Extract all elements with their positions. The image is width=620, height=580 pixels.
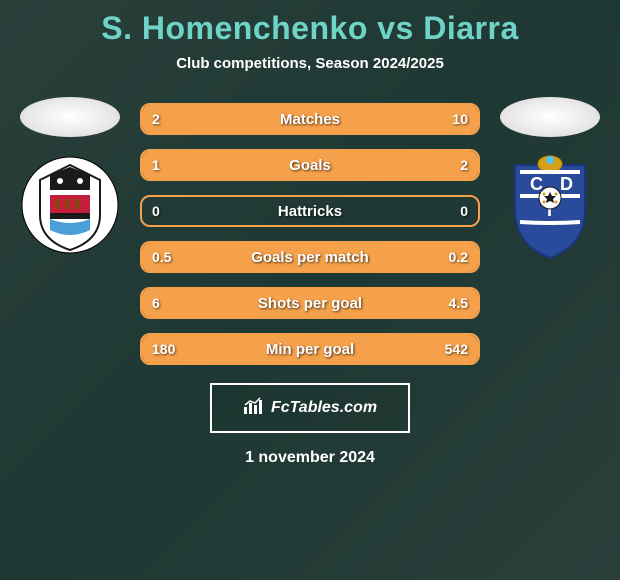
player-left-avatar (20, 97, 120, 137)
stat-bar: 1Goals2 (140, 149, 480, 181)
stat-value-right: 4.5 (449, 295, 468, 311)
player-left-club-logo (20, 155, 120, 255)
stat-label: Matches (142, 111, 478, 128)
stat-bar: 2Matches10 (140, 103, 480, 135)
player-left-column (20, 97, 120, 255)
comparison-card: S. Homenchenko vs Diarra Club competitio… (0, 0, 620, 467)
main-row: 2Matches101Goals20Hattricks00.5Goals per… (0, 97, 620, 365)
stat-bar: 180Min per goal542 (140, 333, 480, 365)
stat-value-right: 10 (452, 111, 468, 127)
stat-value-right: 0.2 (449, 249, 468, 265)
date-line: 1 november 2024 (0, 449, 620, 467)
tenerife-logo-icon: C D T (500, 150, 600, 260)
player-right-column: C D T (500, 97, 600, 255)
player-right-avatar (500, 97, 600, 137)
stat-bar: 0Hattricks0 (140, 195, 480, 227)
stats-column: 2Matches101Goals20Hattricks00.5Goals per… (140, 97, 480, 365)
stat-label: Goals per match (142, 249, 478, 266)
stat-value-right: 0 (460, 203, 468, 219)
stat-label: Min per goal (142, 341, 478, 358)
chart-icon (243, 397, 265, 420)
stat-label: Goals (142, 157, 478, 174)
svg-text:D: D (560, 174, 573, 194)
stat-label: Shots per goal (142, 295, 478, 312)
mirandes-logo-icon (20, 155, 120, 255)
branding-box[interactable]: FcTables.com (210, 383, 410, 433)
page-title: S. Homenchenko vs Diarra (0, 10, 620, 47)
stat-value-right: 542 (445, 341, 468, 357)
stat-bar: 0.5Goals per match0.2 (140, 241, 480, 273)
branding-text: FcTables.com (271, 399, 377, 417)
player-right-club-logo: C D T (500, 155, 600, 255)
stat-value-right: 2 (460, 157, 468, 173)
stat-bar: 6Shots per goal4.5 (140, 287, 480, 319)
stat-label: Hattricks (142, 203, 478, 220)
subtitle: Club competitions, Season 2024/2025 (0, 55, 620, 72)
